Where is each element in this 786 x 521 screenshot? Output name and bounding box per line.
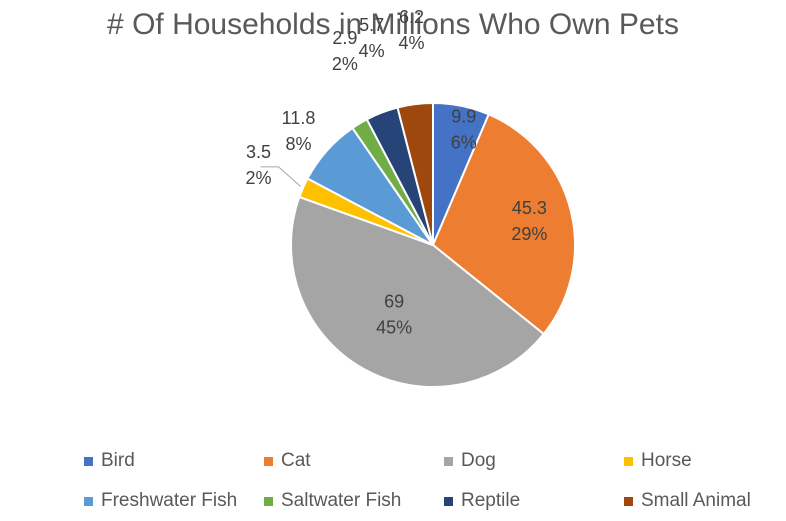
legend-item-bird: Bird <box>84 450 135 472</box>
pie-slices <box>289 101 576 389</box>
percent-label-cat: 29% <box>511 224 547 244</box>
legend-label-freshwater-fish: Freshwater Fish <box>101 490 238 511</box>
legend-item-saltwater-fish: Saltwater Fish <box>264 490 401 512</box>
data-labels: 9.96%45.329%6945%3.52%11.88%2.92%5.74%6.… <box>246 7 548 337</box>
value-label-bird: 9.9 <box>451 107 476 127</box>
value-label-freshwater-fish: 11.8 <box>282 108 316 128</box>
legend-swatch-freshwater-fish <box>84 496 93 506</box>
legend-swatch-dog <box>444 456 453 466</box>
legend-item-freshwater-fish: Freshwater Fish <box>84 490 237 512</box>
percent-label-reptile: 4% <box>359 41 385 61</box>
leader-line-horse <box>260 166 301 187</box>
percent-label-saltwater-fish: 2% <box>332 54 358 74</box>
legend-swatch-horse <box>624 456 633 466</box>
value-label-cat: 45.3 <box>512 198 547 218</box>
legend-label-horse: Horse <box>641 450 692 471</box>
legend: Bird Cat Dog Horse Freshwater Fish Saltwater … <box>0 448 786 518</box>
pie-chart: 9.96%45.329%6945%3.52%11.88%2.92%5.74%6.… <box>246 7 576 389</box>
legend-label-bird: Bird <box>101 450 135 471</box>
percent-label-bird: 6% <box>451 133 477 153</box>
legend-swatch-cat <box>264 456 273 466</box>
legend-item-reptile: Reptile <box>444 490 520 512</box>
value-label-reptile: 5.7 <box>359 15 384 35</box>
pie-slice-small-animal <box>396 101 434 246</box>
legend-item-horse: Horse <box>624 450 692 472</box>
legend-swatch-saltwater-fish <box>264 496 273 506</box>
chart-title: # Of Households in Millions Who Own Pets <box>107 8 679 41</box>
legend-label-reptile: Reptile <box>461 490 521 511</box>
legend-swatch-reptile <box>444 496 453 506</box>
value-label-dog: 69 <box>384 291 404 311</box>
legend-label-cat: Cat <box>281 450 311 471</box>
legend-label-saltwater-fish: Saltwater Fish <box>281 490 402 511</box>
percent-label-small-animal: 4% <box>399 33 425 53</box>
percent-label-horse: 2% <box>246 168 272 188</box>
pie-slice-cat <box>431 113 576 336</box>
value-label-horse: 3.5 <box>246 142 271 162</box>
percent-label-dog: 45% <box>376 317 412 337</box>
legend-item-cat: Cat <box>264 450 311 472</box>
value-label-saltwater-fish: 2.9 <box>332 28 357 48</box>
pie-slice-dog <box>289 195 546 389</box>
legend-label-dog: Dog <box>461 450 496 471</box>
leader-lines <box>260 166 301 187</box>
value-label-small-animal: 6.2 <box>399 7 424 27</box>
legend-swatch-bird <box>84 456 93 466</box>
legend-label-small-animal: Small Animal <box>641 490 751 511</box>
percent-label-freshwater-fish: 8% <box>285 134 311 154</box>
legend-item-dog: Dog <box>444 450 496 472</box>
legend-item-small-animal: Small Animal <box>624 490 751 512</box>
legend-swatch-small-animal <box>624 496 633 506</box>
